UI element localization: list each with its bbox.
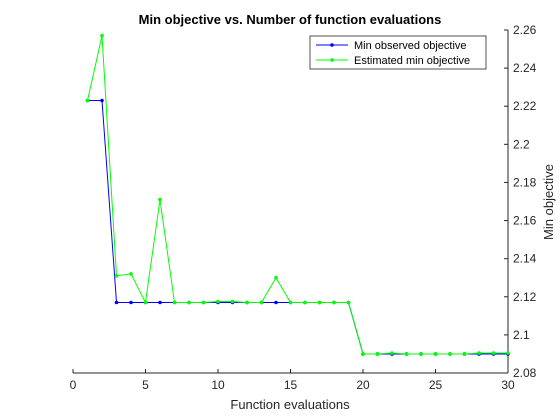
y-axis-title: Min objective [541,164,556,240]
x-ticks: 0 5 10 15 20 25 30 [70,369,515,392]
data-point [158,300,162,305]
data-point [172,300,177,305]
series-line [87,35,508,355]
legend-marker-estimated [330,58,334,62]
legend-item-observed: Min observed objective [316,40,467,52]
legend-box [309,35,487,70]
data-point [85,98,90,103]
data-point [187,300,191,305]
x-tick-label: 30 [501,378,515,392]
data-point [491,351,496,355]
data-point [506,351,510,355]
y-tick-label: 2.22 [513,99,537,113]
data-point [346,300,351,305]
y-tick-label: 2.26 [513,23,537,37]
data-point [317,300,322,305]
data-point [129,272,133,276]
data-point [129,300,133,305]
legend-label-observed: Min observed objective [354,40,467,52]
x-tick-label: 10 [211,378,225,392]
data-point [361,352,365,356]
data-point [433,352,438,356]
y-tick-label: 2.08 [513,366,537,380]
data-point [100,98,104,103]
data-point [158,197,162,202]
data-point [303,300,307,305]
data-point [259,300,264,305]
legend: Min observed objective Estimated min obj… [309,35,487,70]
data-point [201,300,206,305]
series-layer [85,33,510,356]
data-point [100,33,104,38]
data-point [245,300,249,305]
x-tick-label: 0 [70,378,77,392]
data-point [390,351,394,355]
data-point [114,274,119,278]
data-point [419,352,423,356]
data-point [114,300,119,305]
series-line [87,100,508,355]
data-point [462,352,467,356]
data-point [274,300,278,305]
y-ticks: 2.08 2.1 2.12 2.14 2.16 2.18 2.2 2.22 2.24 2.26 [504,23,537,380]
data-point [274,275,278,280]
series-observed [85,98,510,356]
legend-marker-observed [330,43,334,47]
data-point [375,352,380,356]
x-axis-title: Function evaluations [230,397,350,412]
data-point [404,352,409,356]
data-point [230,299,235,304]
x-tick-label: 5 [142,378,149,392]
legend-item-estimated: Estimated min objective [316,55,470,67]
data-point [477,351,481,355]
x-tick-label: 25 [429,378,443,392]
y-tick-label: 2.18 [513,175,537,189]
y-tick-label: 2.12 [513,290,537,304]
series-estimated [85,33,510,356]
y-tick-label: 2.16 [513,214,537,228]
plot-area: 0 5 10 15 20 25 30 2.082.12.122.142.162.182.22… [70,23,537,392]
data-point [332,300,336,305]
data-point [288,300,293,305]
y-tick-label: 2.14 [513,252,537,266]
x-tick-label: 15 [284,378,298,392]
x-tick-label: 20 [356,378,370,392]
y-tick-label: 2.1 [513,328,530,342]
y-tick-label: 2.24 [513,61,537,75]
data-point [448,352,452,356]
chart-title: Min objective vs. Number of function eva… [139,12,442,27]
y-tick-label: 2.2 [513,137,530,151]
data-point [143,300,148,305]
legend-label-estimated: Estimated min objective [354,55,470,67]
data-point [216,299,220,304]
